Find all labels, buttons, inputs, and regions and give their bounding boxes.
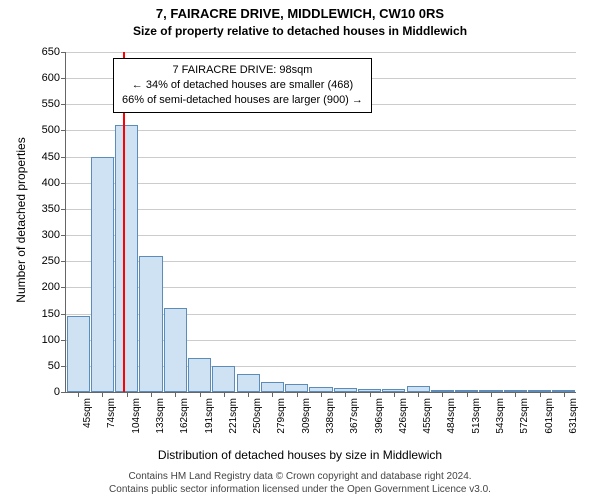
x-tick-label: 543sqm	[495, 398, 506, 434]
histogram-bar	[164, 308, 187, 392]
gridline	[66, 183, 576, 184]
y-tick-label: 200	[42, 281, 60, 293]
x-tick-label: 221sqm	[228, 398, 239, 434]
histogram-bar	[91, 157, 114, 392]
annotation-line3: 66% of semi-detached houses are larger (…	[122, 93, 363, 108]
gridline	[66, 157, 576, 158]
gridline	[66, 209, 576, 210]
y-tick	[61, 366, 66, 367]
x-tick-label: 74sqm	[106, 398, 117, 428]
x-tick-label: 45sqm	[82, 398, 93, 428]
x-tick	[370, 392, 371, 397]
x-tick	[321, 392, 322, 397]
y-tick-label: 250	[42, 255, 60, 267]
y-tick-label: 450	[42, 151, 60, 163]
histogram-bar	[188, 358, 211, 392]
x-tick-label: 367sqm	[349, 398, 360, 434]
y-tick-label: 650	[42, 46, 60, 58]
x-tick	[345, 392, 346, 397]
y-tick	[61, 235, 66, 236]
x-tick	[175, 392, 176, 397]
x-tick	[540, 392, 541, 397]
y-tick	[61, 340, 66, 341]
y-axis-title: Number of detached properties	[14, 137, 28, 302]
gridline	[66, 130, 576, 131]
y-tick	[61, 78, 66, 79]
annotation-line2: ← 34% of detached houses are smaller (46…	[122, 78, 363, 93]
footer-line2: Contains public sector information licen…	[0, 483, 600, 496]
x-tick-label: 162sqm	[179, 398, 190, 434]
x-tick-label: 338sqm	[325, 398, 336, 434]
x-tick-label: 455sqm	[422, 398, 433, 434]
x-tick-label: 104sqm	[131, 398, 142, 434]
y-tick	[61, 104, 66, 105]
y-tick	[61, 261, 66, 262]
page-title-subtitle: Size of property relative to detached ho…	[0, 24, 600, 38]
histogram-bar	[261, 382, 284, 392]
y-tick-label: 400	[42, 177, 60, 189]
y-tick	[61, 392, 66, 393]
y-tick-label: 150	[42, 308, 60, 320]
histogram-bar	[139, 256, 162, 392]
histogram-bar	[67, 316, 90, 392]
x-tick	[515, 392, 516, 397]
x-tick-label: 191sqm	[204, 398, 215, 434]
x-tick	[442, 392, 443, 397]
y-tick-label: 100	[42, 334, 60, 346]
y-tick-label: 350	[42, 203, 60, 215]
annotation-box: 7 FAIRACRE DRIVE: 98sqm ← 34% of detache…	[113, 58, 372, 113]
x-tick-label: 396sqm	[374, 398, 385, 434]
x-tick-label: 513sqm	[471, 398, 482, 434]
histogram-bar	[115, 125, 138, 392]
x-tick-label: 484sqm	[446, 398, 457, 434]
y-tick-label: 50	[48, 360, 60, 372]
x-tick-label: 572sqm	[519, 398, 530, 434]
y-tick	[61, 157, 66, 158]
x-tick	[127, 392, 128, 397]
x-tick-label: 279sqm	[276, 398, 287, 434]
x-tick-label: 250sqm	[252, 398, 263, 434]
x-tick	[564, 392, 565, 397]
x-tick	[224, 392, 225, 397]
y-tick	[61, 209, 66, 210]
histogram-bar	[237, 374, 260, 392]
x-axis-title: Distribution of detached houses by size …	[0, 448, 600, 462]
x-tick	[151, 392, 152, 397]
x-tick	[78, 392, 79, 397]
footer-attribution: Contains HM Land Registry data © Crown c…	[0, 470, 600, 496]
x-tick	[418, 392, 419, 397]
x-tick-label: 426sqm	[398, 398, 409, 434]
x-tick-label: 631sqm	[568, 398, 579, 434]
x-tick	[272, 392, 273, 397]
x-tick-label: 601sqm	[544, 398, 555, 434]
histogram-plot: 0501001502002503003504004505005506006504…	[65, 52, 576, 393]
y-tick	[61, 183, 66, 184]
histogram-bar	[285, 384, 308, 392]
gridline	[66, 235, 576, 236]
y-tick	[61, 314, 66, 315]
footer-line1: Contains HM Land Registry data © Crown c…	[0, 470, 600, 483]
gridline	[66, 52, 576, 53]
y-tick-label: 600	[42, 72, 60, 84]
page-title-address: 7, FAIRACRE DRIVE, MIDDLEWICH, CW10 0RS	[0, 6, 600, 21]
histogram-bar	[212, 366, 235, 392]
y-tick-label: 500	[42, 124, 60, 136]
y-tick	[61, 52, 66, 53]
x-tick	[102, 392, 103, 397]
y-tick	[61, 287, 66, 288]
annotation-line1: 7 FAIRACRE DRIVE: 98sqm	[122, 63, 363, 78]
y-tick-label: 300	[42, 229, 60, 241]
x-tick-label: 309sqm	[301, 398, 312, 434]
x-tick-label: 133sqm	[155, 398, 166, 434]
x-tick	[248, 392, 249, 397]
x-tick	[491, 392, 492, 397]
y-tick-label: 550	[42, 98, 60, 110]
y-tick-label: 0	[54, 386, 60, 398]
y-tick	[61, 130, 66, 131]
x-tick	[394, 392, 395, 397]
x-tick	[467, 392, 468, 397]
x-tick	[297, 392, 298, 397]
x-tick	[200, 392, 201, 397]
